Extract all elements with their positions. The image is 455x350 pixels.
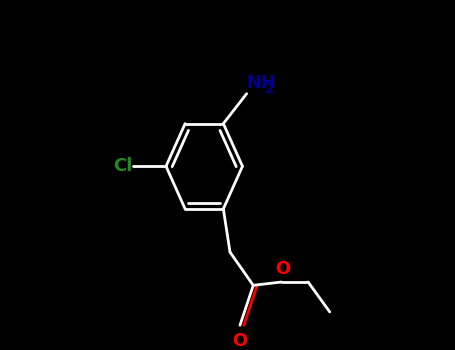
Text: 2: 2	[265, 82, 275, 96]
Text: NH: NH	[247, 74, 277, 92]
Text: O: O	[233, 332, 248, 350]
Text: O: O	[276, 260, 291, 278]
Text: Cl: Cl	[113, 157, 132, 175]
